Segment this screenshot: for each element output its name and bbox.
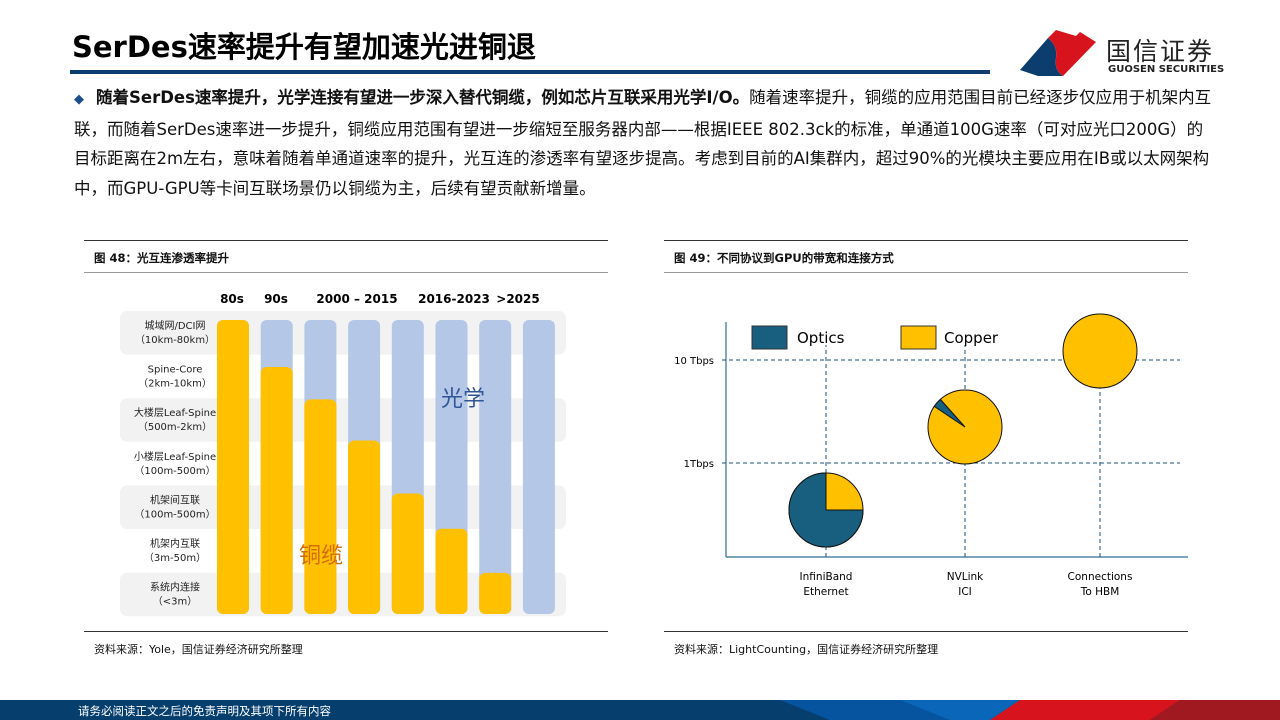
figure-49-source: 资料来源：LightCounting，国信证券经济研究所整理: [674, 643, 939, 656]
row-range: （3m-50m）: [144, 552, 206, 564]
figure-49-title: 图 49：不同协议到GPU的带宽和连接方式: [674, 251, 894, 265]
period-label: 2016-2023: [418, 292, 490, 306]
category-label: Ethernet: [803, 586, 848, 598]
row-label: 小楼层Leaf-Spine: [134, 450, 216, 463]
copper-bar: [479, 572, 512, 614]
figure-48: 图 48：光互连渗透率提升: [84, 240, 608, 632]
footer-bar: 请务必阅读正文之后的免责声明及其项下所有内容: [0, 700, 1280, 720]
divider: [664, 272, 1188, 273]
divider: [84, 272, 608, 273]
row-range: （100m-500m）: [134, 508, 215, 520]
row-label: 城域网/DCI网: [144, 319, 205, 332]
optics-bar: [522, 320, 555, 614]
disclaimer-text: 请务必阅读正文之后的免责声明及其项下所有内容: [78, 704, 331, 718]
logo-text-en: GUOSEN SECURITIES: [1108, 64, 1225, 75]
copper-bar: [260, 367, 293, 614]
row-label: 机架内互联: [150, 537, 200, 550]
period-label: 2000 – 2015: [316, 292, 397, 306]
copper-bar: [435, 528, 468, 614]
guosen-logo: [1020, 30, 1096, 76]
row-range: （10km-80km）: [135, 334, 215, 346]
body-text: 随着速率提升，铜缆的应用范围目前已经逐步仅应用于机架内互联，而随着SerDes速…: [74, 88, 1212, 198]
figure-49: 图 49：不同协议到GPU的带宽和连接方式: [664, 240, 1188, 632]
figure-48-source: 资料来源：Yole，国信证券经济研究所整理: [94, 643, 303, 656]
row-label: Spine-Core: [148, 365, 203, 376]
row-range: （100m-500m）: [134, 465, 215, 477]
row-range: （<3m）: [153, 596, 197, 608]
title-divider: [70, 70, 990, 74]
body-paragraph: ◆ 随着SerDes速率提升，光学连接有望进一步深入替代铜缆，例如芯片互联采用光学…: [74, 83, 1214, 203]
series-label-optics: 光学: [441, 387, 485, 412]
category-label: Connections: [1068, 571, 1133, 583]
copper-bar: [391, 493, 424, 614]
figure-48-title: 图 48：光互连渗透率提升: [94, 251, 230, 265]
row-range: （2km-10km）: [138, 378, 212, 390]
pie-copper: [1062, 313, 1138, 389]
row-range: （500m-2km）: [138, 421, 212, 433]
category-label: ICI: [958, 586, 972, 598]
diamond-bullet-icon: ◆: [74, 92, 84, 107]
page-title: SerDes速率提升有望加速光进铜退: [72, 30, 536, 64]
y-tick-label: 1Tbps: [684, 459, 714, 470]
row-label: 大楼层Leaf-Spine: [134, 406, 216, 419]
optics-bar: [479, 320, 512, 614]
pie-optics: [933, 398, 966, 428]
row-label: 机架间互联: [150, 493, 200, 506]
legend-swatch-optics: [751, 325, 788, 350]
category-label: To HBM: [1080, 586, 1120, 598]
period-label: 90s: [264, 292, 288, 306]
period-label: 80s: [220, 292, 244, 306]
logo-text-cn: 国信证券: [1106, 37, 1215, 66]
legend-swatch-copper: [900, 325, 937, 350]
series-label-copper: 铜缆: [299, 544, 343, 569]
period-label: >2025: [496, 292, 539, 306]
copper-bar: [348, 440, 381, 614]
copper-bar: [304, 399, 337, 614]
body-bold: 随着SerDes速率提升，光学连接有望进一步深入替代铜缆，例如芯片互联采用光学I…: [96, 88, 750, 107]
category-label: NVLink: [947, 571, 984, 583]
legend-label-copper: Copper: [944, 329, 999, 347]
category-label: InfiniBand: [800, 571, 853, 583]
row-label: 系统内连接: [150, 581, 200, 594]
copper-bar: [217, 320, 249, 614]
pie-optics: [788, 472, 864, 548]
legend-label-optics: Optics: [797, 329, 845, 347]
y-tick-label: 10 Tbps: [674, 356, 714, 367]
